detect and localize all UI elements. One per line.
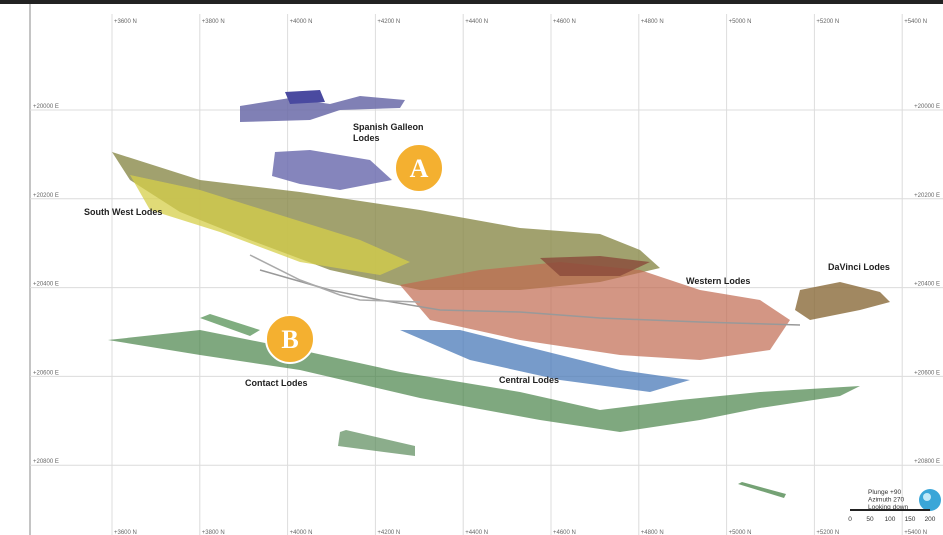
northing-label: +4200 N <box>377 530 400 535</box>
lode-shape <box>112 152 660 290</box>
lode-shape <box>400 330 690 392</box>
easting-label: +20800 E <box>33 459 59 465</box>
northing-label: +4400 N <box>465 530 488 535</box>
easting-label: +20600 E <box>914 370 940 376</box>
lode-shape <box>795 282 890 320</box>
northing-label: +5400 N <box>904 530 927 535</box>
lode-shape <box>738 482 786 498</box>
marker-label: B <box>281 325 298 354</box>
easting-label: +20400 E <box>914 282 940 288</box>
northing-label: +5000 N <box>729 19 752 25</box>
northing-label: +5000 N <box>729 530 752 535</box>
view-line: Plunge +90 <box>868 489 901 496</box>
northing-label: +4800 N <box>641 530 664 535</box>
lode-label: Spanish Galleon Lodes <box>353 122 424 143</box>
northing-label: +4800 N <box>641 19 664 25</box>
northing-label: +5200 N <box>816 530 839 535</box>
compass-globe <box>919 489 941 511</box>
northing-label: +4000 N <box>290 19 313 25</box>
northing-label: +3600 N <box>114 530 137 535</box>
northing-label: +3800 N <box>202 530 225 535</box>
lode-labels: Spanish Galleon Lodes South West Lodes West… <box>84 122 890 388</box>
easting-label: +20600 E <box>33 370 59 376</box>
easting-label: +20200 E <box>33 193 59 199</box>
easting-label: +20400 E <box>33 282 59 288</box>
compass-highlight <box>923 493 931 501</box>
marker-badge <box>265 314 315 364</box>
easting-label: +20000 E <box>33 104 59 110</box>
northing-label: +5200 N <box>816 19 839 25</box>
northing-label: +3600 N <box>114 19 137 25</box>
marker-b: B <box>265 314 315 364</box>
easting-label: +20000 E <box>914 104 940 110</box>
scale-label: 200 <box>925 516 936 523</box>
northing-label: +4200 N <box>377 19 400 25</box>
lode-shape <box>130 175 410 275</box>
lode-shape <box>200 314 260 336</box>
view-line: Azimuth 270 <box>868 497 905 504</box>
scale-label: 150 <box>905 516 916 523</box>
lode-shape <box>240 96 405 122</box>
view-line: Looking down <box>868 504 908 511</box>
scale-label: 0 <box>848 516 852 523</box>
marker-label: A <box>410 154 429 183</box>
northing-label: +3800 N <box>202 19 225 25</box>
scale-label: 50 <box>866 516 874 523</box>
lode-shape <box>400 262 790 360</box>
northing-label: +5400 N <box>904 19 927 25</box>
lode-shape <box>272 150 392 190</box>
marker-a: A <box>394 143 444 193</box>
lode-label: Central Lodes <box>499 375 559 385</box>
northing-label: +4000 N <box>290 530 313 535</box>
marker-badge <box>394 143 444 193</box>
lode-label: Contact Lodes <box>245 378 308 388</box>
scale-bar <box>850 509 930 511</box>
lode-label: Western Lodes <box>686 276 750 286</box>
top-bar <box>0 0 943 4</box>
easting-label: +20800 E <box>914 459 940 465</box>
lode-shape <box>338 430 415 456</box>
lode-label: South West Lodes <box>84 207 162 217</box>
lode-label: DaVinci Lodes <box>828 262 890 272</box>
workings <box>259 269 801 326</box>
lode-shape <box>285 90 325 104</box>
scale-label: 100 <box>885 516 896 523</box>
easting-label: +20200 E <box>914 193 940 199</box>
lode-shape <box>540 256 650 276</box>
workings <box>249 254 421 303</box>
northing-label: +4600 N <box>553 530 576 535</box>
northing-label: +4600 N <box>553 19 576 25</box>
northing-label: +4400 N <box>465 19 488 25</box>
